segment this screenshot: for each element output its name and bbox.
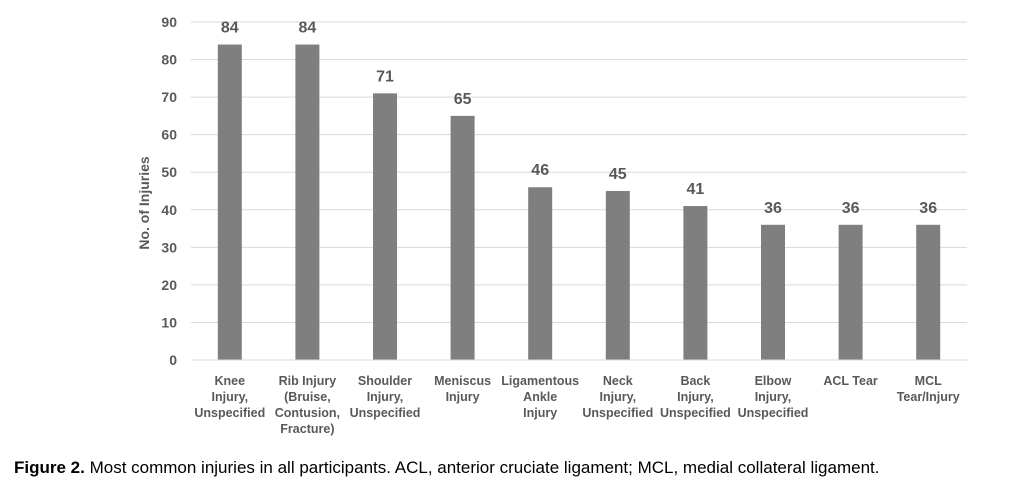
category-label-line: Meniscus — [434, 374, 491, 388]
bar — [916, 224, 941, 360]
data-label: 36 — [842, 200, 860, 217]
y-tick-label: 90 — [161, 14, 177, 30]
category-label-line: (Bruise, — [284, 390, 331, 404]
y-tick-label: 60 — [161, 127, 177, 143]
y-tick-label: 50 — [161, 164, 177, 180]
category-label-line: Unspecified — [582, 406, 653, 420]
bars — [217, 44, 941, 361]
category-labels: Knee Injury, Unspecified Rib Injury (Bruise,… — [194, 374, 959, 436]
category-label: Ligamentous Ankle Injury — [501, 374, 579, 420]
y-axis-ticks: 0 10 20 30 40 50 60 70 80 90 — [161, 14, 177, 368]
data-label: 36 — [764, 200, 782, 217]
category-label-line: Injury, — [600, 390, 637, 404]
category-label-line: Unspecified — [738, 406, 809, 420]
category-label-line: Tear/Injury — [897, 390, 960, 404]
bar — [605, 191, 630, 360]
caption-text: Most common injuries in all participants… — [84, 458, 880, 477]
y-tick-label: 30 — [161, 239, 177, 255]
bar — [528, 187, 553, 360]
category-label-line: Fracture) — [280, 422, 334, 436]
category-label-line: ACL Tear — [823, 374, 878, 388]
category-label-line: Injury, — [212, 390, 249, 404]
category-label: Rib Injury (Bruise, Contusion, Fracture) — [275, 374, 340, 436]
y-tick-label: 10 — [161, 314, 177, 330]
category-label: Elbow Injury, Unspecified — [738, 374, 809, 420]
category-label: MCL Tear/Injury — [897, 374, 960, 404]
data-label: 84 — [221, 20, 239, 37]
bar — [295, 44, 320, 361]
figure-caption: Figure 2. Most common injuries in all pa… — [14, 458, 1014, 478]
y-axis-label: No. of Injuries — [136, 156, 152, 250]
y-tick-label: 0 — [169, 352, 177, 368]
data-label: 45 — [609, 166, 627, 183]
data-label: 84 — [299, 20, 317, 37]
category-label-line: Injury — [523, 406, 557, 420]
category-label-line: Injury, — [677, 390, 714, 404]
y-tick-label: 70 — [161, 89, 177, 105]
category-label-line: Rib Injury — [279, 374, 337, 388]
data-label: 41 — [687, 181, 705, 198]
category-label-line: Back — [680, 374, 710, 388]
bar — [761, 224, 785, 360]
gridlines — [191, 21, 967, 323]
category-label: Neck Injury, Unspecified — [582, 374, 653, 420]
data-labels: 84 84 71 65 46 45 41 36 36 36 — [221, 20, 937, 217]
category-label-line: Contusion, — [275, 406, 340, 420]
y-tick-label: 20 — [161, 277, 177, 293]
category-label-line: Unspecified — [194, 406, 265, 420]
category-label-line: Ankle — [523, 390, 557, 404]
category-label-line: Unspecified — [350, 406, 421, 420]
y-tick-label: 40 — [161, 202, 177, 218]
bar — [450, 115, 475, 360]
category-label: Knee Injury, Unspecified — [194, 374, 265, 420]
caption-label: Figure 2. — [14, 458, 85, 477]
category-label-line: MCL — [915, 374, 942, 388]
bar — [217, 44, 242, 361]
category-label-line: Unspecified — [660, 406, 731, 420]
category-label-line: Elbow — [755, 374, 792, 388]
bar — [373, 93, 397, 360]
category-label: Shoulder Injury, Unspecified — [350, 374, 421, 420]
category-label-line: Shoulder — [358, 374, 412, 388]
category-label: ACL Tear — [823, 374, 878, 388]
bar — [683, 206, 708, 360]
category-label-line: Injury, — [755, 390, 792, 404]
category-label-line: Knee — [215, 374, 246, 388]
category-label: Back Injury, Unspecified — [660, 374, 731, 420]
category-label-line: Ligamentous — [501, 374, 579, 388]
data-label: 46 — [531, 162, 549, 179]
data-label: 36 — [919, 200, 937, 217]
category-label-line: Injury, — [367, 390, 404, 404]
data-label: 71 — [376, 68, 394, 85]
y-tick-label: 80 — [161, 52, 177, 68]
category-label-line: Injury — [446, 390, 480, 404]
bar — [838, 224, 863, 360]
category-label-line: Neck — [603, 374, 633, 388]
category-label: Meniscus Injury — [434, 374, 491, 404]
data-label: 65 — [454, 91, 472, 108]
